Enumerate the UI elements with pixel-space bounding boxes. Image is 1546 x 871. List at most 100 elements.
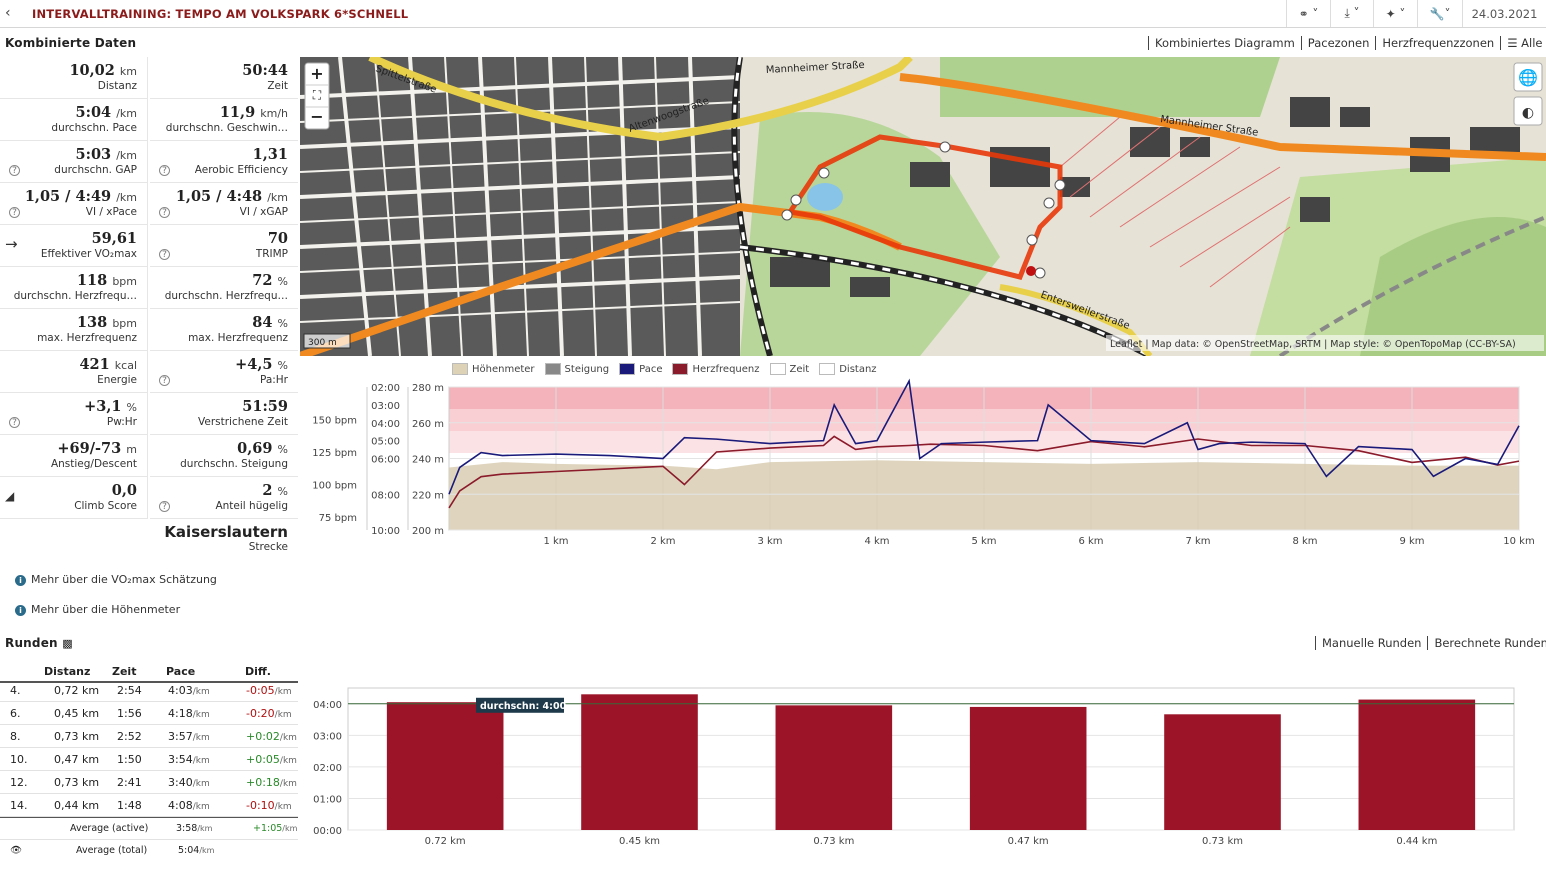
map-attribution: Leaflet | Map data: © OpenStreetMap, SRT… [1110, 339, 1516, 350]
pace-tick-label: 02:00 [371, 383, 400, 394]
elevation-tick-label: 200 m [412, 526, 444, 537]
x-tick-label: 2 km [650, 536, 675, 547]
average-total-row: 👁 Average (total) 5:04/km [0, 840, 298, 863]
stat-label: TRIMP [255, 248, 288, 260]
arrow-right-icon[interactable]: → [5, 235, 18, 253]
laps-heading: Runden ▩ [5, 636, 73, 650]
legend-item-time[interactable]: Zeit [769, 363, 809, 375]
vo2max-info-text: Mehr über die VO₂max Schätzung [31, 573, 217, 586]
y-tick-label: 00:00 [313, 826, 342, 837]
help-icon[interactable]: ? [159, 501, 170, 512]
view-all-link[interactable]: ☰ Alle [1500, 36, 1546, 50]
svg-text:Mannheimer Straße: Mannheimer Straße [766, 60, 865, 76]
activity-date: 24.03.2021 [1462, 0, 1546, 27]
help-icon[interactable]: ? [9, 207, 20, 218]
stat-label: Anstieg/Descent [50, 458, 137, 470]
laps-bar-chart[interactable]: 04:00 03:00 02:00 01:00 00:00 0.72 km 0.45 km 0… [300, 680, 1546, 850]
x-tick-label: 4 km [864, 536, 889, 547]
lap-bar [775, 705, 893, 830]
lap-row[interactable]: 4. 0,72 km 2:54 4:03/km -0:05/km [0, 679, 298, 702]
stat-label: max. Herzfrequenz [188, 332, 288, 344]
magic-wand-button[interactable]: ✦ ˅ [1373, 0, 1417, 27]
col-pace[interactable]: Pace [166, 665, 196, 678]
fullscreen-icon[interactable]: ⛶ [312, 88, 322, 102]
stat-label: durchschn. Herzfrequ… [13, 290, 137, 302]
help-icon[interactable]: ? [9, 165, 20, 176]
stat-value: 72 % [252, 272, 288, 289]
view-combined-link[interactable]: Kombiniertes Diagramm [1148, 36, 1301, 50]
help-icon[interactable]: ? [159, 207, 170, 218]
stat-value: +3,1 % [84, 398, 137, 415]
speedometer-button[interactable] [1513, 96, 1543, 126]
lake [807, 183, 843, 211]
lap-pace: 4:18/km [168, 707, 210, 720]
lap-row[interactable]: 8. 0,73 km 2:52 3:57/km +0:02/km [0, 725, 298, 748]
lap-row[interactable]: 10. 0,47 km 1:50 3:54/km +0:05/km [0, 748, 298, 771]
share-button[interactable]: ⚭ ˅ [1286, 0, 1330, 27]
map-canvas: Spittelstraße Mannheimer Straße Mannheim… [300, 57, 1546, 356]
elevation-info-link[interactable]: i Mehr über die Höhenmeter [15, 603, 180, 616]
tools-button[interactable]: 🔧˅ [1417, 0, 1462, 27]
help-icon[interactable]: ? [9, 417, 20, 428]
col-time[interactable]: Zeit [112, 665, 137, 678]
stat-label: Aerobic Efficiency [194, 164, 288, 176]
stat-label: Distanz [97, 80, 137, 92]
x-tick-label: 0.44 km [1396, 836, 1437, 847]
x-tick-label: 0.45 km [619, 836, 660, 847]
stat-label: Energie [97, 374, 137, 386]
lap-diff: +0:05/km [246, 753, 297, 766]
lap-diff: +0:18/km [246, 776, 297, 789]
legend-item-pace[interactable]: Pace [619, 363, 662, 375]
magic-wand-icon: ✦ ˅ [1385, 6, 1406, 21]
stat-cell: 1,31 Aerobic Efficiency? [150, 141, 298, 183]
legend-item-grade[interactable]: Steigung [544, 363, 609, 375]
legend-item-hr[interactable]: Herzfrequenz [672, 363, 760, 375]
lap-time: 2:54 [117, 684, 142, 697]
calculated-laps-link[interactable]: Berechnete Runden [1427, 636, 1546, 650]
globe-layer-button[interactable] [1513, 62, 1543, 92]
view-pacezones-link[interactable]: Pacezonen [1300, 36, 1376, 50]
area-chart-icon[interactable]: ◢ [5, 489, 15, 503]
y-tick-label: 02:00 [313, 763, 342, 774]
eye-icon[interactable]: 👁 [10, 845, 23, 856]
avg-active-label: Average (active) [70, 823, 149, 834]
stat-cell: 118 bpm durchschn. Herzfrequ… [0, 267, 148, 309]
lap-bar [969, 706, 1087, 830]
stat-cell: 72 % durchschn. Herzfrequ… [150, 267, 298, 309]
hr-tick-label: 100 bpm [312, 481, 357, 492]
lap-bar [1164, 714, 1281, 830]
activity-title: INTERVALLTRAINING: TEMPO AM VOLKSPARK 6*… [32, 7, 409, 21]
legend-item-elevation[interactable]: Höhenmeter [452, 363, 535, 375]
lap-row[interactable]: 14. 0,44 km 1:48 4:08/km -0:10/km [0, 794, 298, 817]
stat-label: Pa:Hr [259, 374, 288, 386]
lap-time: 1:56 [117, 707, 142, 720]
route-map[interactable]: Spittelstraße Mannheimer Straße Mannheim… [300, 57, 1546, 356]
lap-row[interactable]: 6. 0,45 km 1:56 4:18/km -0:20/km [0, 702, 298, 725]
view-hrzones-link[interactable]: Herzfrequenzzonen [1375, 36, 1501, 50]
help-icon[interactable]: ? [159, 249, 170, 260]
lap-row[interactable]: 12. 0,73 km 2:41 3:40/km +0:18/km [0, 771, 298, 794]
help-icon[interactable]: ? [159, 375, 170, 386]
combined-line-chart[interactable]: 1 km 2 km 3 km 4 km 5 km 6 km 7 km 8 km 9 km 10 k… [300, 378, 1546, 550]
vo2max-info-link[interactable]: i Mehr über die VO₂max Schätzung [15, 573, 217, 586]
location-stat: Kaiserslautern Strecke [150, 520, 298, 560]
download-button[interactable]: ⤓ ˅ [1330, 0, 1373, 27]
lap-number: 10. [10, 753, 28, 766]
help-icon[interactable]: ? [159, 165, 170, 176]
zoom-out-button[interactable]: − [310, 107, 323, 126]
col-distance[interactable]: Distanz [44, 665, 91, 678]
zoom-in-button[interactable]: + [310, 64, 323, 83]
col-diff[interactable]: Diff. [245, 665, 271, 678]
back-chevron-icon[interactable]: ‹ [5, 5, 11, 21]
bar-chart-icon[interactable]: ▩ [62, 637, 73, 650]
hr-tick-label: 150 bpm [312, 416, 357, 427]
stat-cell: 1,05 / 4:49 /km VI / xPace? [0, 183, 148, 225]
stat-value: 10,02 km [69, 62, 137, 79]
lap-distance: 0,73 km [54, 776, 100, 789]
pace-tick-label: 10:00 [371, 526, 400, 537]
stat-label: VI / xPace [85, 206, 137, 218]
manual-laps-link[interactable]: Manuelle Runden [1315, 636, 1428, 650]
stat-value: 1,31 [252, 146, 288, 163]
legend-item-distance[interactable]: Distanz [819, 363, 877, 375]
lap-markers [781, 141, 1066, 279]
